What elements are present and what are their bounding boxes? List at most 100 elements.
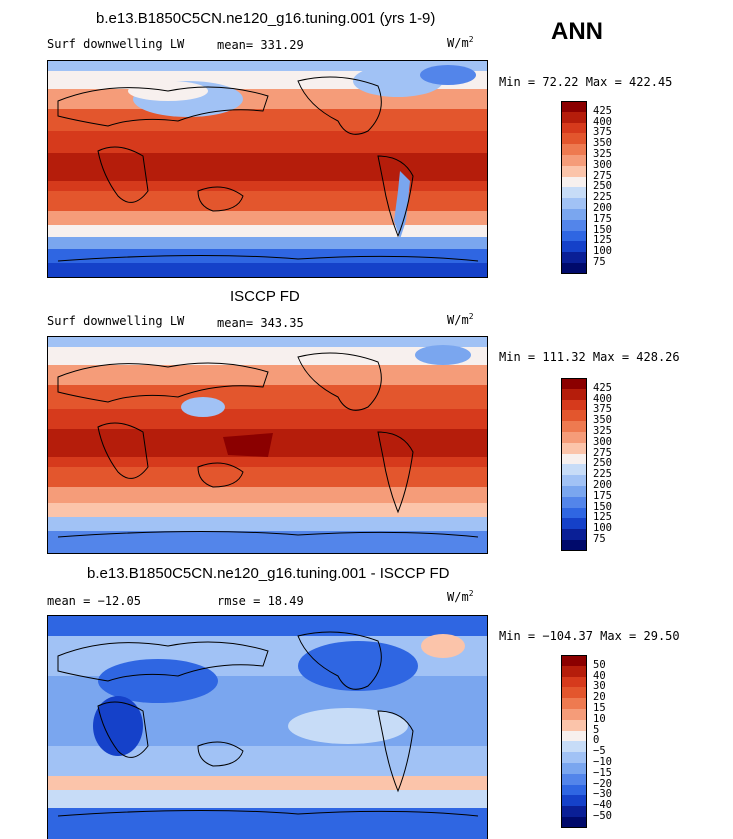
colorbar-segment (561, 252, 587, 263)
panel3-colorbar: 50 40 30 20 15 10 5 0 −5 −10 −15 −20 −30 −40 −50 (561, 655, 621, 828)
colorbar-segment (561, 752, 587, 763)
colorbar-label: 175 (593, 489, 612, 502)
panel3-mean: mean = −12.05 (47, 594, 141, 608)
panel3-units: W/m2 (447, 589, 474, 604)
colorbar-label: −40 (593, 799, 612, 812)
colorbar-label: 325 (593, 148, 612, 160)
panel1-minmax: Min = 72.22 Max = 422.45 (499, 75, 673, 89)
colorbar-label: 20 (593, 691, 606, 704)
colorbar-label: 250 (593, 457, 612, 470)
colorbar-segment (561, 475, 587, 486)
panel2-minmax: Min = 111.32 Max = 428.26 (499, 350, 680, 364)
colorbar-label: 15 (593, 702, 606, 714)
colorbar-label: −15 (593, 766, 612, 779)
colorbar-label: 375 (593, 403, 612, 416)
colorbar-segment (561, 133, 587, 145)
colorbar-segment (561, 719, 587, 731)
panel2-mean: mean= 343.35 (217, 316, 304, 330)
colorbar-segment (561, 241, 587, 253)
colorbar-segment (561, 187, 587, 199)
colorbar-segment (561, 806, 587, 817)
colorbar-segment (561, 453, 587, 465)
colorbar-segment (561, 230, 587, 242)
panel1-variable: Surf downwelling LW (47, 37, 185, 51)
colorbar-segment (561, 111, 587, 123)
colorbar-label: 125 (593, 511, 612, 524)
colorbar-label: 100 (593, 245, 612, 258)
panel3-rmse: rmse = 18.49 (217, 594, 304, 608)
colorbar-segment (561, 442, 587, 454)
colorbar-label: 425 (593, 104, 612, 117)
colorbar-segment (561, 518, 587, 530)
colorbar-segment (561, 219, 587, 231)
colorbar-label: 400 (593, 115, 612, 128)
colorbar-label: 250 (593, 180, 612, 193)
colorbar-label: 225 (593, 191, 612, 204)
colorbar-label: 350 (593, 414, 612, 427)
colorbar-segment (561, 687, 587, 699)
colorbar-label: 75 (593, 533, 606, 545)
colorbar-segment (561, 698, 587, 709)
colorbar-segment (561, 198, 587, 209)
colorbar-segment (561, 784, 587, 796)
colorbar-label: −30 (593, 788, 612, 801)
colorbar-label: 175 (593, 212, 612, 225)
colorbar-segment (561, 730, 587, 742)
colorbar-segment (561, 165, 587, 177)
colorbar-label: −5 (593, 745, 606, 758)
colorbar-segment (561, 507, 587, 519)
colorbar-segment (561, 795, 587, 807)
colorbar-label: 275 (593, 446, 612, 459)
panel1-colorbar: 425 400 375 350 325 300 275 250 225 200 175 150 125 1… (561, 101, 621, 274)
panel1-title: b.e13.B1850C5CN.ne120_g16.tuning.001 (yr… (96, 10, 436, 27)
panel1-mean: mean= 331.29 (217, 38, 304, 52)
colorbar-label: 300 (593, 435, 612, 448)
panel2-units: W/m2 (447, 312, 474, 327)
colorbar-segment (561, 421, 587, 432)
colorbar-label: 50 (593, 658, 606, 671)
colorbar-label: 200 (593, 479, 612, 491)
colorbar-segment (561, 209, 587, 220)
colorbar-segment (561, 432, 587, 443)
colorbar-segment (561, 496, 587, 508)
colorbar-label: 10 (593, 712, 606, 725)
colorbar-label: 75 (593, 256, 606, 268)
colorbar-segment (561, 763, 587, 774)
colorbar-segment (561, 709, 587, 720)
panel3-map (47, 615, 488, 839)
colorbar-label: 0 (593, 734, 600, 747)
colorbar-label: −50 (593, 810, 612, 822)
colorbar-label: 150 (593, 223, 612, 236)
colorbar-label: −20 (593, 777, 612, 790)
colorbar-label: 400 (593, 392, 612, 405)
season-label: ANN (551, 18, 603, 45)
colorbar-label: 40 (593, 669, 606, 682)
colorbar-label: 100 (593, 522, 612, 535)
panel2-variable: Surf downwelling LW (47, 314, 185, 328)
colorbar-segment (561, 101, 587, 112)
colorbar-label: 125 (593, 234, 612, 247)
colorbar-segment (561, 773, 587, 785)
colorbar-segment (561, 410, 587, 422)
colorbar-segment (561, 464, 587, 476)
colorbar-segment (561, 144, 587, 155)
colorbar-label: 150 (593, 500, 612, 513)
colorbar-segment (561, 155, 587, 166)
colorbar-segment (561, 665, 587, 677)
colorbar-label: 200 (593, 202, 612, 214)
panel1-units: W/m2 (447, 35, 474, 50)
colorbar-segment (561, 388, 587, 400)
colorbar-segment (561, 817, 587, 828)
colorbar-segment (561, 176, 587, 188)
panel2-title: ISCCP FD (230, 288, 300, 305)
colorbar-label: 325 (593, 425, 612, 437)
colorbar-label: 425 (593, 381, 612, 394)
colorbar-segment (561, 529, 587, 540)
colorbar-label: −10 (593, 756, 612, 768)
panel3-title: b.e13.B1850C5CN.ne120_g16.tuning.001 - I… (87, 565, 450, 582)
colorbar-segment (561, 655, 587, 666)
colorbar-label: 300 (593, 158, 612, 171)
colorbar-segment (561, 122, 587, 134)
colorbar-segment (561, 676, 587, 688)
colorbar-segment (561, 263, 587, 274)
